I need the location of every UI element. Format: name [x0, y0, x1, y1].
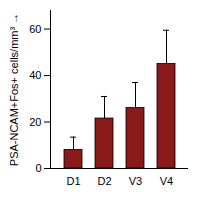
svg-text:0: 0: [35, 162, 41, 174]
svg-text:D1: D1: [66, 175, 80, 187]
svg-text:40: 40: [29, 69, 41, 81]
svg-text:60: 60: [29, 23, 41, 35]
svg-text:20: 20: [29, 116, 41, 128]
svg-text:V4: V4: [160, 175, 173, 187]
svg-text:PSA-NCAM+Fos+ cells/mm³ →: PSA-NCAM+Fos+ cells/mm³ →: [8, 13, 20, 166]
svg-text:V3: V3: [129, 175, 142, 187]
svg-text:D2: D2: [97, 175, 111, 187]
